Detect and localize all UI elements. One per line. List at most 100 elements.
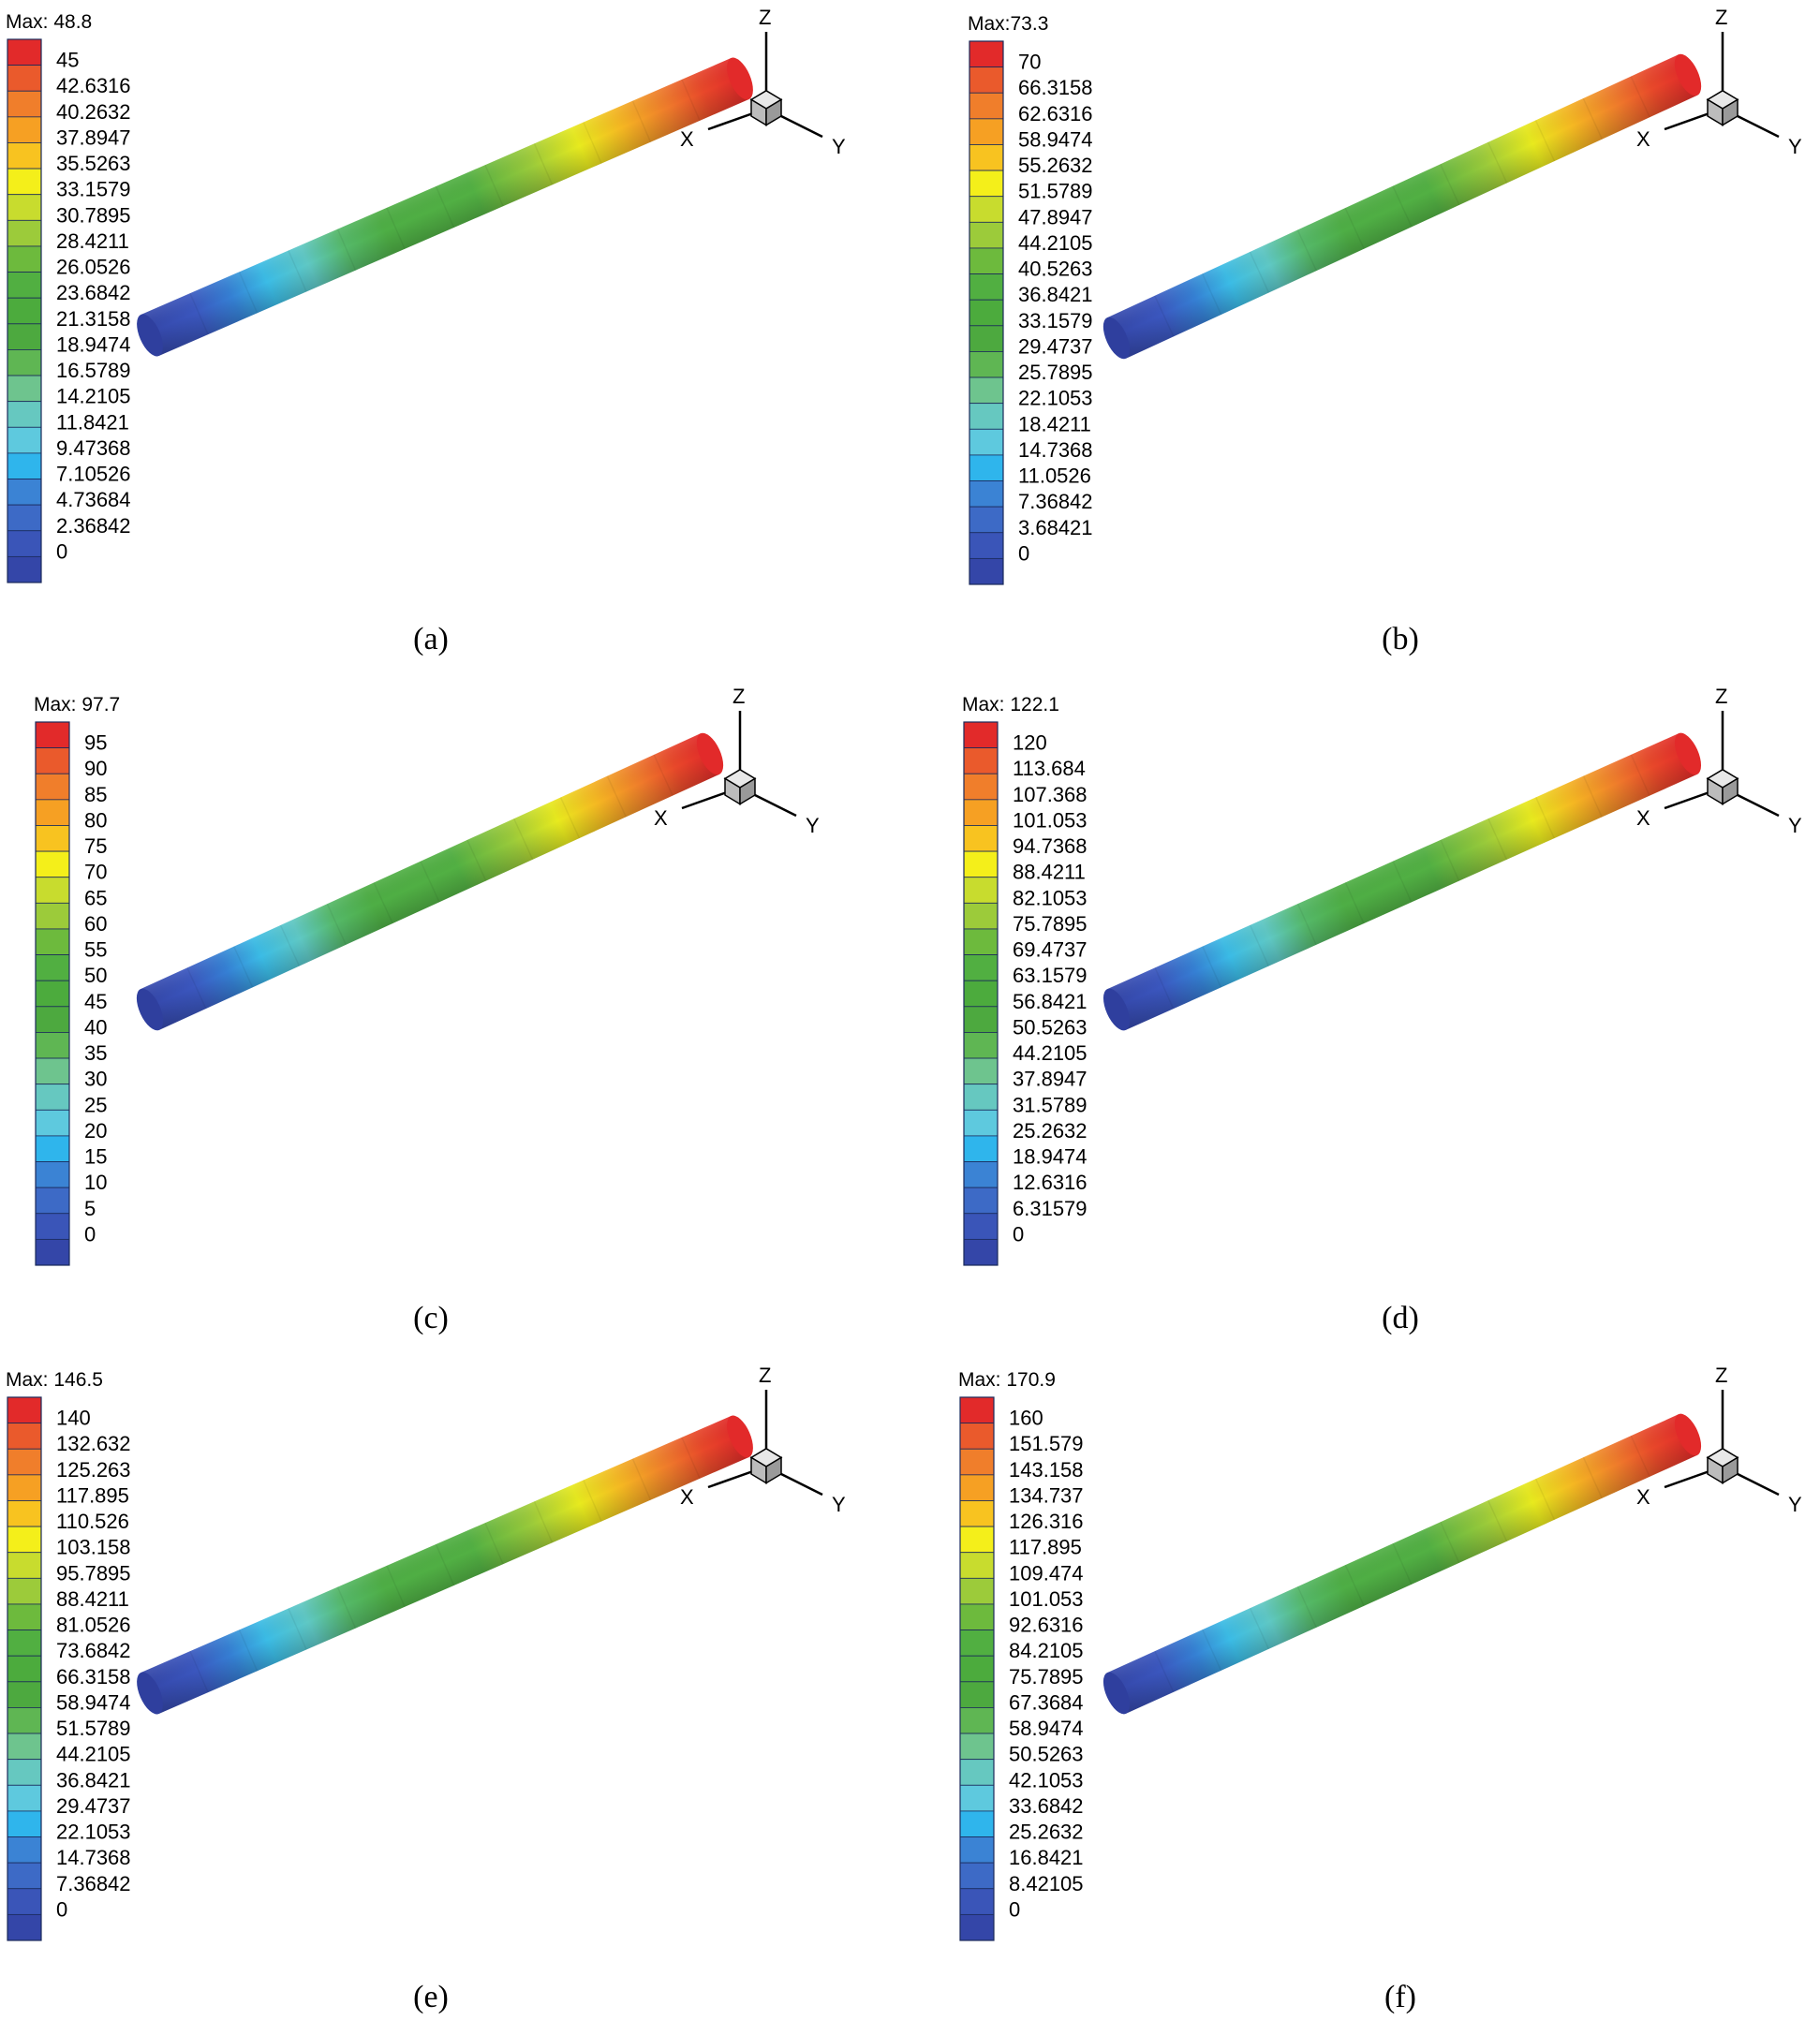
color-legend [35,721,70,1266]
legend-band [35,1187,70,1215]
legend-band [969,273,1004,301]
max-label: Max: 48.8 [6,11,92,33]
legend-band [7,1603,42,1630]
legend-tick-label: 25.2632 [1013,1119,1088,1143]
legend-band [35,1006,70,1033]
legend-band [7,1836,42,1864]
max-label: Max: 122.1 [962,694,1059,715]
contour-plot-c: Max: 97.79590858075706560555045403530252… [34,685,820,1266]
legend-tick-label: 75.7895 [1009,1665,1084,1688]
legend-band [7,1784,42,1812]
legend-tick-label: 70 [1018,51,1041,74]
legend-tick-label: 18.9474 [1013,1145,1088,1169]
legend-tick-label: 3.68421 [1018,516,1093,539]
legend-band [969,170,1004,198]
legend-band [969,454,1004,481]
legend-tick-label: 80 [84,808,107,832]
legend-band [969,66,1004,94]
legend-band [7,1888,42,1915]
legend-band [7,452,42,479]
legend-band [959,1552,995,1579]
axis-triad: Z X Y [680,6,846,158]
legend-band [35,928,70,955]
legend-tick-label: 40.5263 [1018,258,1093,281]
legend-tick-label: 58.9474 [1009,1717,1084,1740]
legend-tick-label: 33.6842 [1009,1794,1084,1818]
legend-tick-label: 36.8421 [1018,283,1093,306]
legend-band [969,247,1004,274]
z-axis-label: Z [1715,685,1727,708]
z-axis-label: Z [759,1364,771,1387]
legend-tick-label: 14.7368 [1018,438,1093,462]
legend-band [959,1500,995,1527]
cylinder-start-cap [1102,317,1131,360]
legend-band [35,850,70,878]
legend-band [969,92,1004,120]
legend-tick-label: 58.9474 [56,1690,131,1714]
legend-band [35,721,70,749]
legend-band [35,1109,70,1137]
legend-band [959,1474,995,1501]
legend-tick-label: 88.4211 [1013,861,1086,884]
cylinder-end-cap [727,1415,753,1458]
legend-tick-label: 18.9474 [56,332,131,356]
legend-band [35,1161,70,1188]
legend-tick-label: 103.158 [56,1536,131,1559]
legend-tick-label: 22.1053 [1018,387,1093,410]
legend-band [7,1396,42,1424]
legend-band [7,219,42,247]
cylinder-start-cap [1102,988,1131,1031]
legend-tick-label: 50 [84,964,107,987]
legend-band [7,323,42,350]
legend-band [969,376,1004,405]
z-axis-label: Z [1715,1364,1727,1387]
legend-band [7,168,42,196]
legend-tick-label: 0 [1018,541,1029,565]
legend-tick-label: 42.1053 [1009,1768,1084,1792]
legend-tick-label: 23.6842 [56,281,131,304]
legend-band [7,1552,42,1579]
legend-band [969,532,1004,559]
cube-icon [723,768,757,805]
y-axis-label: Y [1788,135,1802,158]
max-label: Max: 170.9 [958,1369,1056,1391]
legend-tick-label: 62.6316 [1018,102,1093,125]
legend-band [35,954,70,981]
legend-tick-label: 29.4737 [1018,334,1093,358]
legend-band [7,1423,42,1450]
legend-tick-label: 33.1579 [56,178,131,201]
legend-tick-label: 94.7368 [1013,834,1088,858]
legend-band [963,1109,999,1137]
legend-band [959,1733,995,1761]
legend-tick-label: 8.42105 [1009,1872,1084,1895]
z-axis-label: Z [1715,6,1727,29]
legend-tick-label: 4.73684 [56,488,131,511]
legend-tick-label: 0 [1009,1897,1020,1921]
color-legend [959,1396,995,1941]
cylinder [1102,732,1702,1031]
legend-band [963,799,999,826]
legend-band [7,1681,42,1708]
legend-tick-label: 55 [84,938,107,962]
legend-tick-label: 109.474 [1009,1561,1084,1585]
legend-tick-label: 0 [56,539,67,563]
axis-triad: Z X Y [654,685,820,837]
legend-tick-label: 65 [84,886,107,909]
legend-tick-label: 25.7895 [1018,361,1093,384]
legend-band [7,90,42,118]
cylinder-start-cap [136,988,164,1031]
legend-tick-label: 15 [84,1145,107,1169]
legend-band [963,850,999,878]
legend-band [7,245,42,273]
legend-band [969,557,1004,585]
axis-triad: Z X Y [680,1364,846,1516]
legend-tick-label: 50.5263 [1013,1015,1088,1039]
legend-tick-label: 30.7895 [56,203,131,227]
color-legend [7,1396,42,1941]
legend-tick-label: 60 [84,912,107,936]
legend-tick-label: 47.8947 [1018,205,1093,229]
legend-tick-label: 75.7895 [1013,912,1088,936]
legend-band [959,1888,995,1915]
cylinder-start-cap [1102,1672,1131,1715]
legend-tick-label: 31.5789 [1013,1093,1088,1116]
